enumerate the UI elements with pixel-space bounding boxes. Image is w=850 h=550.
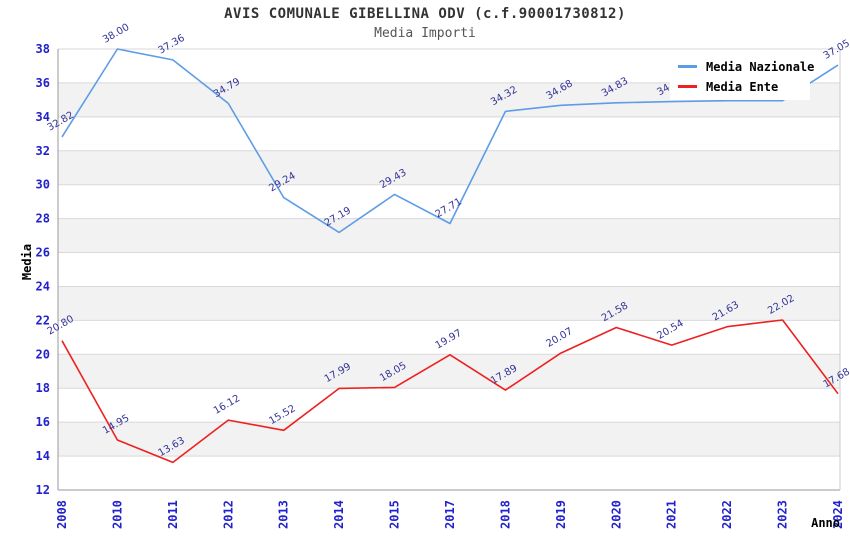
legend: Media Nazionale Media Ente — [670, 53, 814, 100]
chart-subtitle: Media Importi — [374, 26, 476, 41]
x-tick-label: 2008 — [55, 500, 69, 529]
y-tick-label: 38 — [36, 42, 50, 56]
y-tick-label: 20 — [36, 347, 50, 361]
x-tick-label: 2023 — [776, 500, 790, 529]
series-line-media-nazionale — [61, 48, 839, 234]
media-nazionale-line-swatch — [678, 65, 697, 68]
data-point-label: 37.36 — [156, 33, 186, 57]
data-point-label: 20.54 — [655, 318, 685, 342]
x-tick-label: 2018 — [498, 500, 512, 529]
x-tick-label: 2017 — [443, 500, 457, 529]
data-point-label: 27.71 — [434, 196, 464, 220]
data-point-label: 38.00 — [101, 22, 131, 46]
y-tick-label: 32 — [36, 144, 50, 158]
data-point-label: 16.12 — [212, 393, 242, 417]
legend-item-media-ente: Media Ente — [678, 80, 810, 94]
data-point-label: 19.97 — [434, 328, 464, 352]
x-tick-label: 2015 — [388, 500, 402, 529]
media-ente-line-swatch — [678, 85, 697, 88]
y-tick-label: 16 — [36, 415, 50, 429]
legend-item-media-nazionale: Media Nazionale — [678, 60, 814, 74]
data-point-label: 20.07 — [544, 326, 574, 350]
y-tick-label: 24 — [36, 279, 50, 293]
plot-band — [58, 150, 840, 185]
plot-band — [58, 286, 840, 321]
chart-title: AVIS COMUNALE GIBELLINA ODV (c.f.9000173… — [224, 6, 626, 22]
x-tick-label: 2013 — [277, 500, 291, 529]
legend-label: Media Ente — [706, 79, 779, 94]
y-tick-label: 34 — [36, 110, 50, 124]
y-tick-label: 22 — [36, 313, 50, 327]
legend-label: Media Nazionale — [706, 59, 815, 74]
x-tick-label: 2014 — [332, 500, 346, 529]
x-tick-label: 2024 — [831, 500, 845, 529]
x-tick-label: 2020 — [609, 500, 623, 529]
plot-band — [58, 354, 840, 389]
y-tick-label: 18 — [36, 381, 50, 395]
x-tick-label: 2019 — [554, 500, 568, 529]
x-tick-label: 2021 — [665, 500, 679, 529]
y-tick-label: 36 — [36, 76, 50, 90]
x-tick-label: 2022 — [720, 500, 734, 529]
x-tick-label: 2012 — [221, 500, 235, 529]
y-tick-label: 30 — [36, 178, 50, 192]
y-tick-label: 26 — [36, 246, 50, 260]
data-point-label: 37.05 — [822, 38, 850, 62]
y-axis-title: Media — [20, 243, 34, 281]
plot-band — [58, 218, 840, 253]
y-tick-label: 28 — [36, 212, 50, 226]
x-axis-title: Anno — [811, 516, 840, 530]
series-line-media-ente — [61, 319, 839, 464]
x-tick-label: 2010 — [110, 500, 124, 529]
x-tick-label: 2011 — [166, 500, 180, 529]
y-tick-label: 12 — [36, 483, 50, 497]
y-tick-label: 14 — [36, 449, 50, 463]
